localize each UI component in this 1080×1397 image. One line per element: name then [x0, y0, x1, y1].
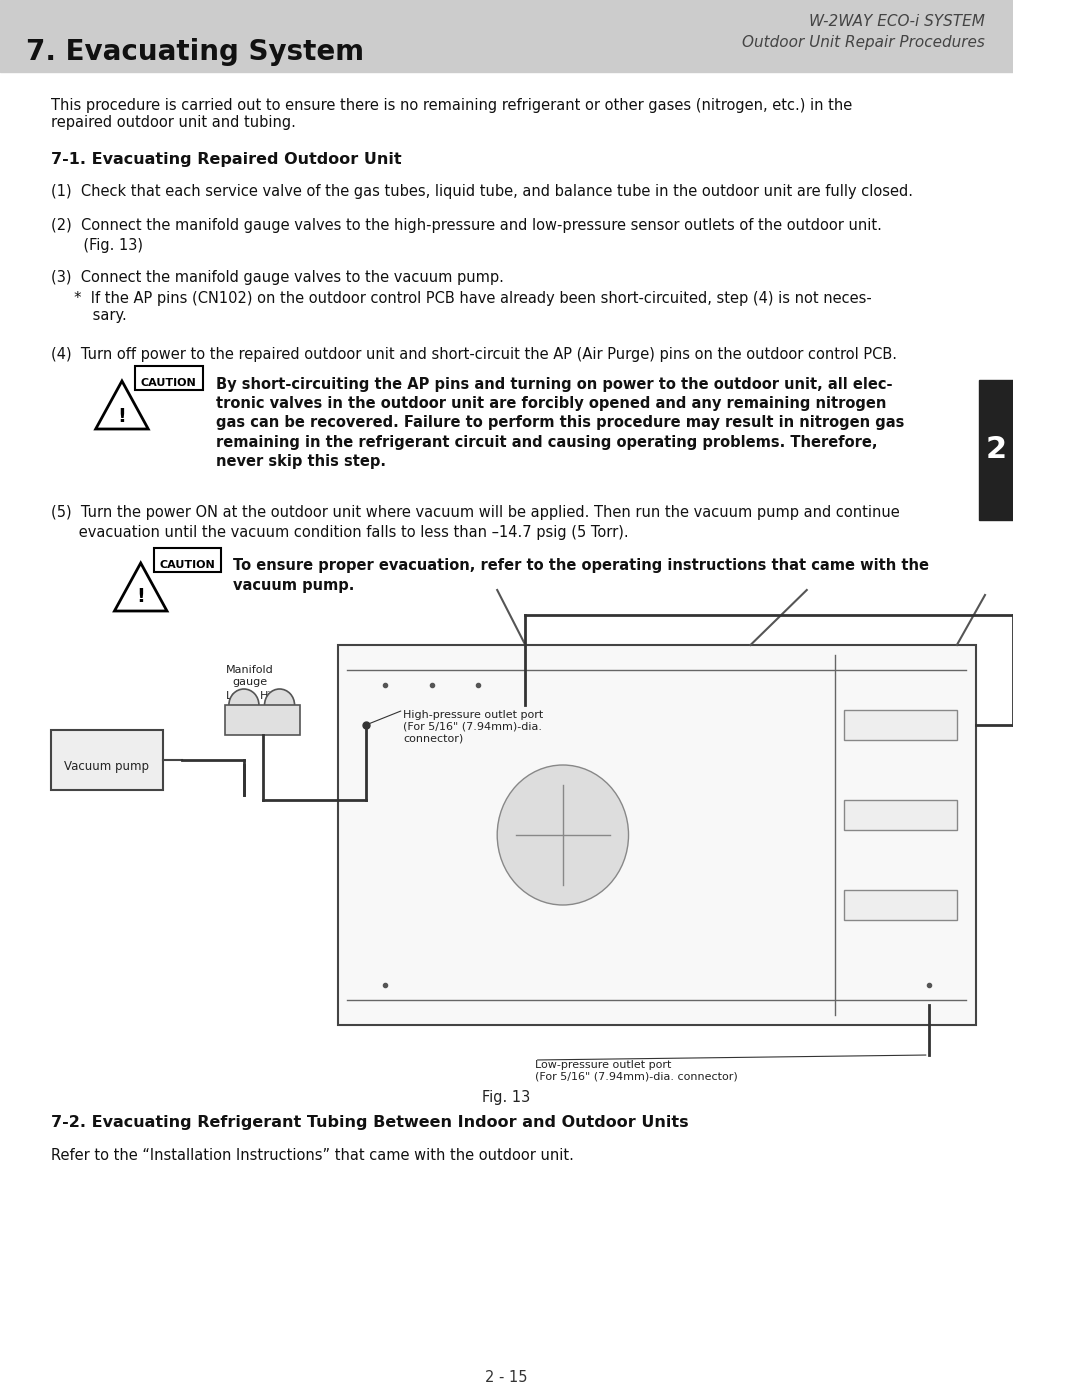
Polygon shape — [114, 563, 167, 610]
Text: (5)  Turn the power ON at the outdoor unit where vacuum will be applied. Then ru: (5) Turn the power ON at the outdoor uni… — [51, 504, 900, 520]
Text: 2 - 15: 2 - 15 — [485, 1370, 528, 1384]
Text: Fig. 13: Fig. 13 — [483, 1090, 530, 1105]
Text: 7-1. Evacuating Repaired Outdoor Unit: 7-1. Evacuating Repaired Outdoor Unit — [51, 152, 402, 168]
Text: CAUTION: CAUTION — [141, 379, 197, 388]
Text: By short-circuiting the AP pins and turning on power to the outdoor unit, all el: By short-circuiting the AP pins and turn… — [216, 377, 904, 469]
Bar — [845, 710, 957, 740]
Bar — [225, 705, 300, 735]
Text: Vacuum pump: Vacuum pump — [65, 760, 149, 773]
Text: To ensure proper evacuation, refer to the operating instructions that came with : To ensure proper evacuation, refer to th… — [232, 557, 929, 592]
Text: Outdoor Unit Repair Procedures: Outdoor Unit Repair Procedures — [742, 35, 985, 49]
Text: W-2WAY ECO-i SYSTEM: W-2WAY ECO-i SYSTEM — [809, 14, 985, 29]
Text: Refer to the “Installation Instructions” that came with the outdoor unit.: Refer to the “Installation Instructions”… — [51, 1148, 573, 1162]
Text: 7. Evacuating System: 7. Evacuating System — [26, 38, 364, 66]
FancyBboxPatch shape — [135, 366, 203, 390]
Bar — [338, 645, 975, 1025]
Text: (4)  Turn off power to the repaired outdoor unit and short-circuit the AP (Air P: (4) Turn off power to the repaired outdo… — [51, 346, 896, 362]
Text: (1)  Check that each service valve of the gas tubes, liquid tube, and balance tu: (1) Check that each service valve of the… — [51, 184, 913, 198]
FancyBboxPatch shape — [153, 548, 221, 571]
Text: (2)  Connect the manifold gauge valves to the high-pressure and low-pressure sen: (2) Connect the manifold gauge valves to… — [51, 218, 881, 233]
Text: Manifold: Manifold — [226, 665, 273, 675]
Text: Lo: Lo — [227, 692, 239, 701]
Bar — [845, 890, 957, 921]
Bar — [51, 731, 163, 789]
Bar — [845, 800, 957, 830]
Text: evacuation until the vacuum condition falls to less than –14.7 psig (5 Torr).: evacuation until the vacuum condition fa… — [51, 525, 629, 541]
Text: !: ! — [136, 588, 145, 606]
Text: High-pressure outlet port
(For 5/16" (7.94mm)-dia.
connector): High-pressure outlet port (For 5/16" (7.… — [404, 710, 543, 743]
Text: (Fig. 13): (Fig. 13) — [51, 237, 143, 253]
Polygon shape — [96, 381, 148, 429]
Text: This procedure is carried out to ensure there is no remaining refrigerant or oth: This procedure is carried out to ensure … — [51, 98, 852, 130]
Circle shape — [497, 766, 629, 905]
Text: Hi: Hi — [259, 692, 271, 701]
Text: 2: 2 — [986, 436, 1007, 464]
Text: gauge: gauge — [232, 678, 267, 687]
Text: CAUTION: CAUTION — [160, 560, 216, 570]
Text: !: ! — [118, 407, 126, 426]
Text: Low-pressure outlet port
(For 5/16" (7.94mm)-dia. connector): Low-pressure outlet port (For 5/16" (7.9… — [535, 1060, 738, 1081]
Text: (3)  Connect the manifold gauge valves to the vacuum pump.: (3) Connect the manifold gauge valves to… — [51, 270, 503, 285]
Bar — [980, 380, 1013, 520]
Circle shape — [265, 689, 295, 721]
Text: *  If the AP pins (CN102) on the outdoor control PCB have already been short-cir: * If the AP pins (CN102) on the outdoor … — [51, 291, 872, 323]
Circle shape — [229, 689, 259, 721]
Bar — [0, 0, 1013, 73]
Text: 7-2. Evacuating Refrigerant Tubing Between Indoor and Outdoor Units: 7-2. Evacuating Refrigerant Tubing Betwe… — [51, 1115, 688, 1130]
